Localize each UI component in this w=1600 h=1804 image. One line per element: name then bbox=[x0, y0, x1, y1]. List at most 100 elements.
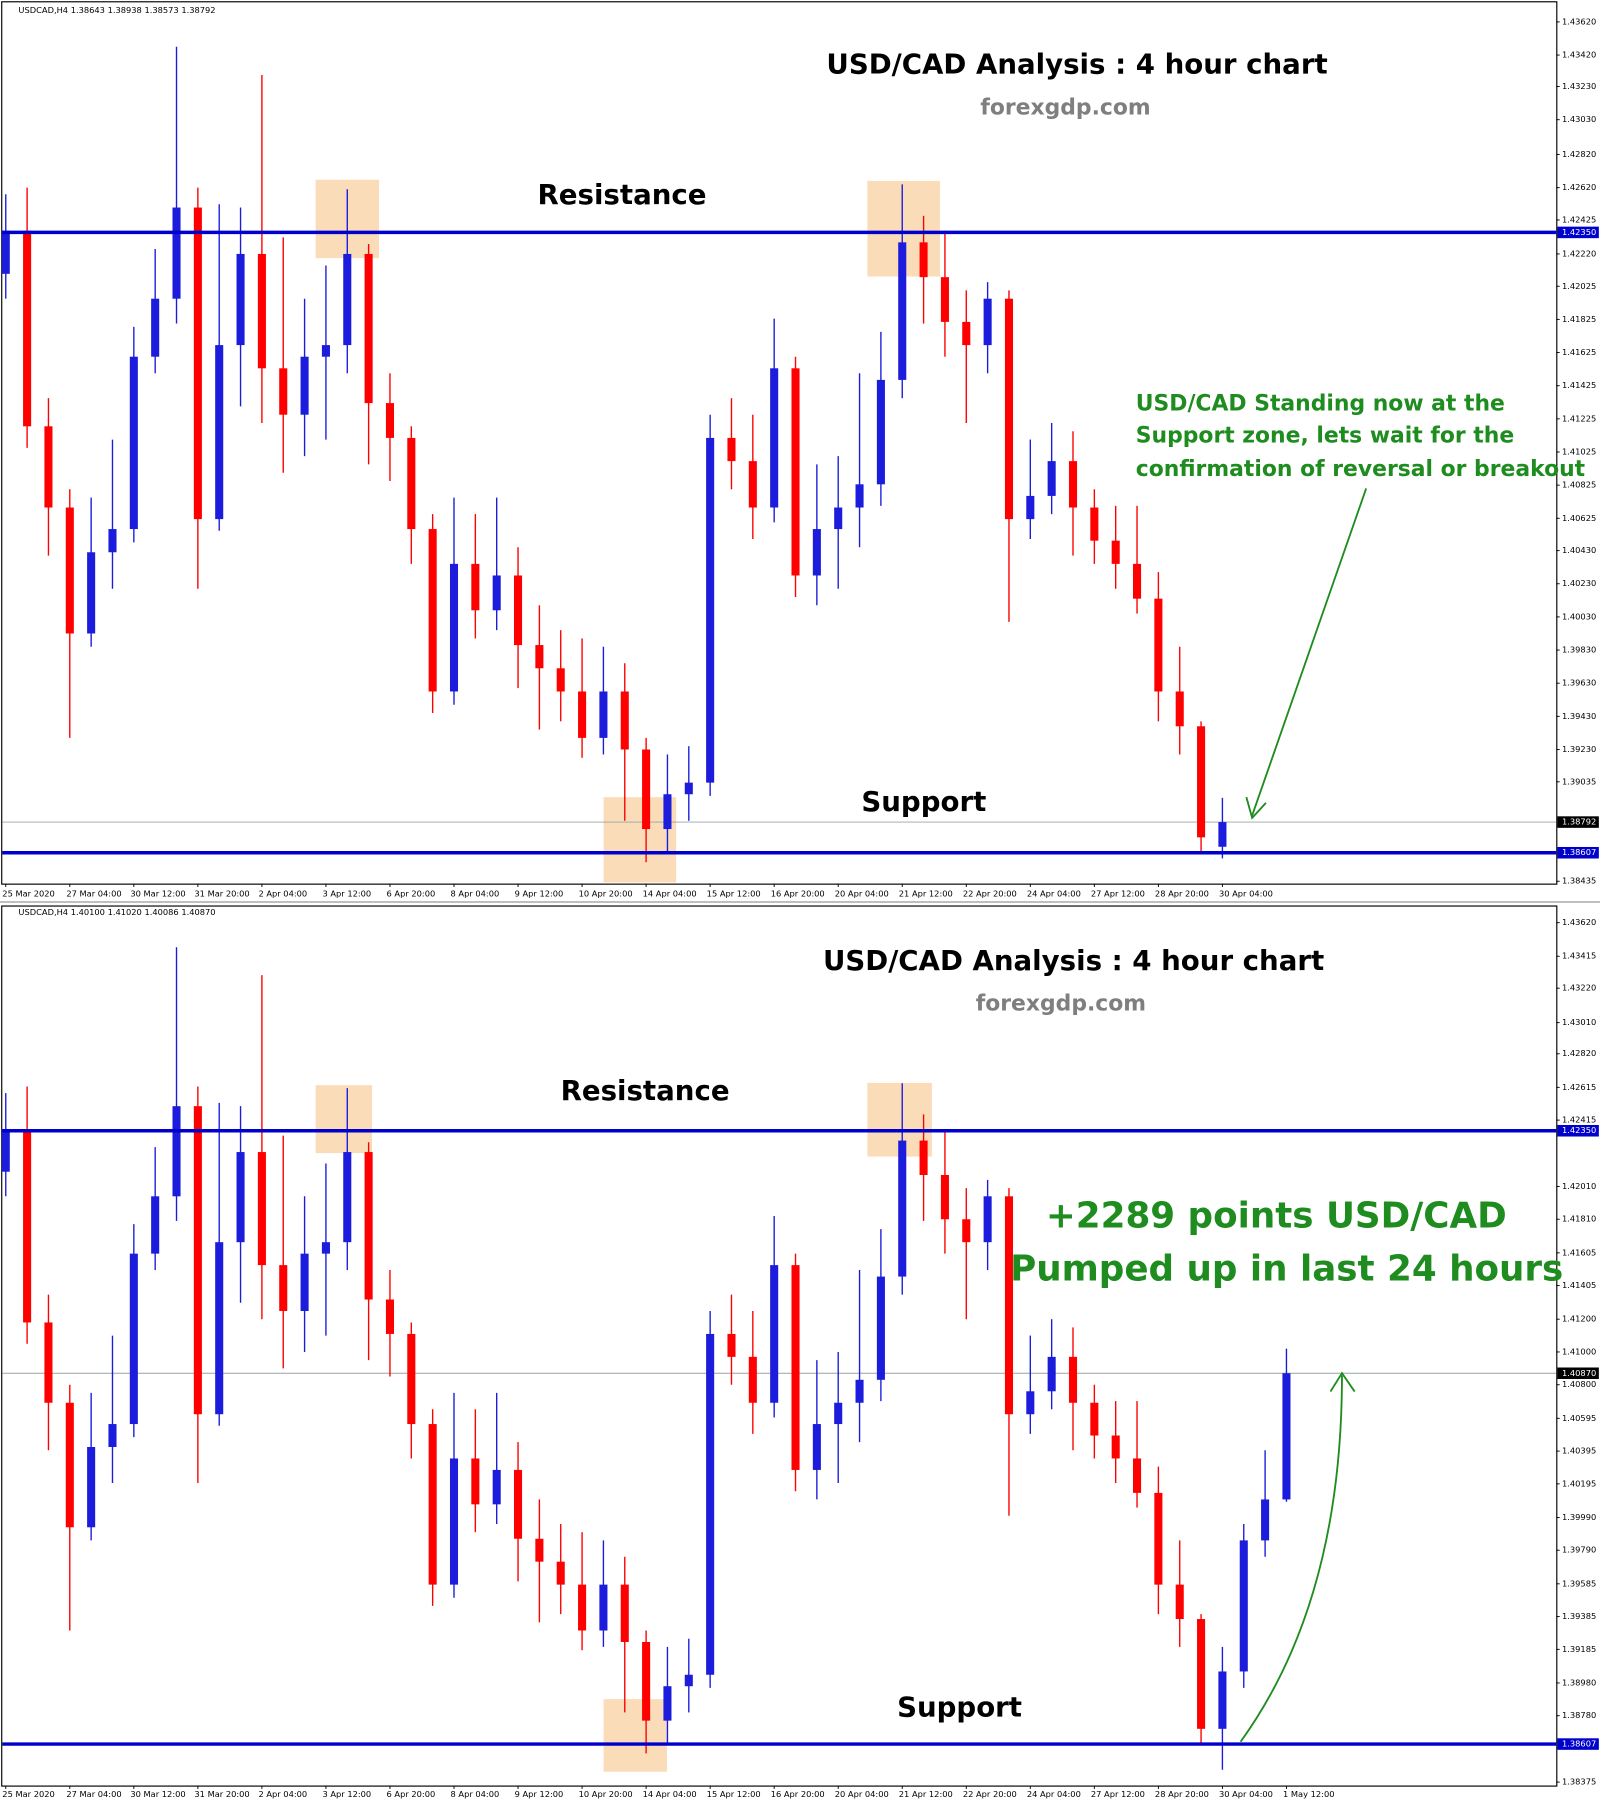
candle-body bbox=[65, 1402, 74, 1528]
candle-body bbox=[599, 691, 608, 738]
level-tag-label: 1.42350 bbox=[1562, 227, 1596, 237]
x-tick-label: 15 Apr 12:00 bbox=[707, 1789, 761, 1799]
x-tick-label: 3 Apr 12:00 bbox=[322, 1789, 371, 1799]
candle-body bbox=[364, 253, 373, 404]
panel-frame bbox=[1, 905, 1558, 1787]
candle-body bbox=[1218, 822, 1227, 847]
candle-body bbox=[407, 1333, 416, 1425]
annotation: Pumped up in last 24 hours bbox=[1010, 1249, 1563, 1290]
y-tick-label: 1.39430 bbox=[1562, 711, 1596, 721]
y-tick-label: 1.39585 bbox=[1562, 1578, 1596, 1588]
candle-body bbox=[108, 529, 117, 553]
x-tick-label: 27 Mar 04:00 bbox=[66, 888, 121, 898]
x-tick-label: 30 Apr 04:00 bbox=[1219, 888, 1273, 898]
candle-body bbox=[876, 379, 885, 485]
candle-body bbox=[151, 298, 160, 357]
candle-body bbox=[599, 1584, 608, 1631]
zones bbox=[315, 179, 940, 1772]
candle-body bbox=[855, 1379, 864, 1403]
chart-subtitle: forexgdp.com bbox=[980, 95, 1150, 120]
candle-body bbox=[1111, 540, 1120, 564]
candle-body bbox=[812, 1424, 821, 1470]
x-tick-label: 15 Apr 12:00 bbox=[707, 888, 761, 898]
chart-header: USDCAD,H4 1.40100 1.41020 1.40086 1.4087… bbox=[18, 907, 215, 917]
x-tick-label: 25 Mar 2020 bbox=[2, 888, 55, 898]
x-tick-label: 20 Apr 04:00 bbox=[835, 1789, 889, 1799]
x-tick-label: 30 Apr 04:00 bbox=[1219, 1789, 1273, 1799]
x-tick-label: 28 Apr 20:00 bbox=[1155, 888, 1209, 898]
candle-body bbox=[87, 552, 96, 634]
candle-body bbox=[492, 1469, 501, 1505]
candle-body bbox=[1090, 1402, 1099, 1436]
y-tick-label: 1.39830 bbox=[1562, 645, 1596, 655]
candle-body bbox=[1026, 1391, 1035, 1415]
y-tick-label: 1.43220 bbox=[1562, 983, 1596, 993]
candle-body bbox=[1261, 1499, 1270, 1541]
y-tick-label: 1.41825 bbox=[1562, 314, 1596, 324]
arrow bbox=[1239, 1371, 1356, 1743]
price-tag bbox=[1557, 816, 1599, 828]
level-tag-label: 1.38607 bbox=[1562, 847, 1596, 857]
candle-body bbox=[1175, 1584, 1184, 1620]
x-tick-label: 10 Apr 20:00 bbox=[579, 888, 633, 898]
candle-body bbox=[1047, 1356, 1056, 1392]
candle-body bbox=[1218, 1671, 1227, 1729]
candle-body bbox=[492, 575, 501, 611]
candle-body bbox=[578, 691, 587, 738]
y-tick-label: 1.40030 bbox=[1562, 611, 1596, 621]
y-tick-label: 1.39230 bbox=[1562, 744, 1596, 754]
candle-body bbox=[236, 1152, 245, 1243]
candle-body bbox=[514, 575, 523, 646]
y-tick-label: 1.40230 bbox=[1562, 578, 1596, 588]
x-tick-label: 31 Mar 20:00 bbox=[194, 888, 249, 898]
x-tick-label: 27 Apr 12:00 bbox=[1091, 888, 1145, 898]
y-tick-label: 1.43420 bbox=[1562, 50, 1596, 60]
y-tick-label: 1.41025 bbox=[1562, 446, 1596, 456]
candle-body bbox=[1133, 1458, 1142, 1493]
annotation: confirmation of reversal or breakout bbox=[1136, 457, 1585, 482]
candle-body bbox=[962, 1219, 971, 1243]
candle-body bbox=[1197, 726, 1206, 838]
x-tick-label: 1 May 12:00 bbox=[1283, 1789, 1335, 1799]
y-tick-label: 1.39790 bbox=[1562, 1545, 1596, 1555]
candle-body bbox=[449, 1458, 459, 1585]
y-tick-label: 1.42820 bbox=[1562, 1048, 1596, 1058]
candle-body bbox=[279, 1265, 288, 1311]
x-tick-label: 20 Apr 04:00 bbox=[835, 888, 889, 898]
x-tick-label: 10 Apr 20:00 bbox=[579, 1789, 633, 1799]
candle-body bbox=[428, 1424, 437, 1585]
candle-body bbox=[556, 668, 565, 692]
support-label: Support bbox=[897, 1690, 1022, 1723]
candle-body bbox=[193, 1106, 202, 1415]
candle-body bbox=[471, 1458, 480, 1505]
y-tick-label: 1.40430 bbox=[1562, 545, 1596, 555]
level-tag bbox=[1557, 1124, 1599, 1137]
y-tick-label: 1.40595 bbox=[1562, 1413, 1596, 1423]
candle-body bbox=[535, 645, 544, 669]
candle-body bbox=[876, 1276, 885, 1380]
candle-body bbox=[748, 461, 757, 508]
resistance-label: Resistance bbox=[561, 1074, 730, 1107]
candle-body bbox=[620, 691, 629, 750]
candle-body bbox=[727, 437, 736, 462]
y-tick-label: 1.40800 bbox=[1562, 1379, 1596, 1389]
candle-body bbox=[812, 529, 821, 576]
annotation: +2289 points USD/CAD bbox=[1046, 1196, 1507, 1237]
candle-body bbox=[385, 403, 394, 438]
candle-body bbox=[44, 1322, 53, 1403]
candle-body bbox=[215, 1242, 224, 1415]
y-tick-label: 1.41605 bbox=[1562, 1247, 1596, 1257]
candle-body bbox=[940, 277, 949, 322]
candle-body bbox=[1090, 507, 1099, 541]
y-tick-label: 1.41625 bbox=[1562, 347, 1596, 357]
y-tick-label: 1.42820 bbox=[1562, 149, 1596, 159]
candle-body bbox=[983, 298, 992, 346]
candle-body bbox=[919, 1140, 928, 1175]
candle-body bbox=[257, 253, 266, 369]
x-tick-label: 22 Apr 20:00 bbox=[963, 1789, 1017, 1799]
y-tick-label: 1.42425 bbox=[1562, 214, 1596, 224]
x-tick-label: 14 Apr 04:00 bbox=[643, 888, 697, 898]
y-tick-label: 1.38435 bbox=[1562, 876, 1596, 886]
candle-body bbox=[321, 345, 330, 357]
y-tick-label: 1.38980 bbox=[1562, 1677, 1596, 1687]
